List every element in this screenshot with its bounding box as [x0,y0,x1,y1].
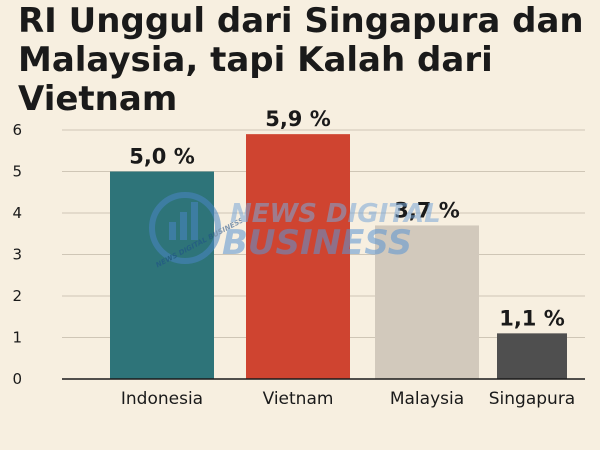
data-label: 5,9 % [265,107,331,131]
y-tick-label: 2 [12,287,22,305]
watermark-line-2: BUSINESS [222,223,412,263]
y-tick-label: 0 [12,370,22,388]
watermark: NEWS DIGITAL BUSINESS NEWS DIGITAL BUSIN… [149,192,441,269]
watermark-line-1: NEWS DIGITAL [230,199,441,229]
x-tick-label: Vietnam [263,389,334,409]
bar-singapura [497,333,567,379]
x-tick-label: Singapura [489,389,575,409]
watermark-logo-bar-3 [191,202,198,240]
data-label: 5,0 % [129,145,195,169]
chart-title: RI Unggul dari Singapura dan Malaysia, t… [18,1,584,119]
data-label: 1,1 % [499,306,565,330]
data-labels: 5,0 % 5,9 % 3,7 % 1,1 % [129,107,565,330]
bars [110,134,567,379]
x-tick-label: Malaysia [390,389,464,409]
x-tick-label: Indonesia [121,389,203,409]
y-tick-label: 5 [12,163,22,181]
y-tick-label: 3 [12,246,22,264]
watermark-logo-bar-2 [180,212,187,240]
bar-malaysia [375,225,479,379]
x-axis-ticks: Indonesia Vietnam Malaysia Singapura [121,389,575,409]
watermark-logo-bar-1 [169,222,176,240]
y-axis-ticks: 0 1 2 3 4 5 6 [12,121,22,388]
watermark-logo-icon [149,192,221,264]
y-tick-label: 4 [12,204,22,222]
y-tick-label: 1 [12,329,22,347]
y-tick-label: 6 [12,121,22,139]
bar-vietnam [246,134,350,379]
data-label: 3,7 % [394,198,460,222]
